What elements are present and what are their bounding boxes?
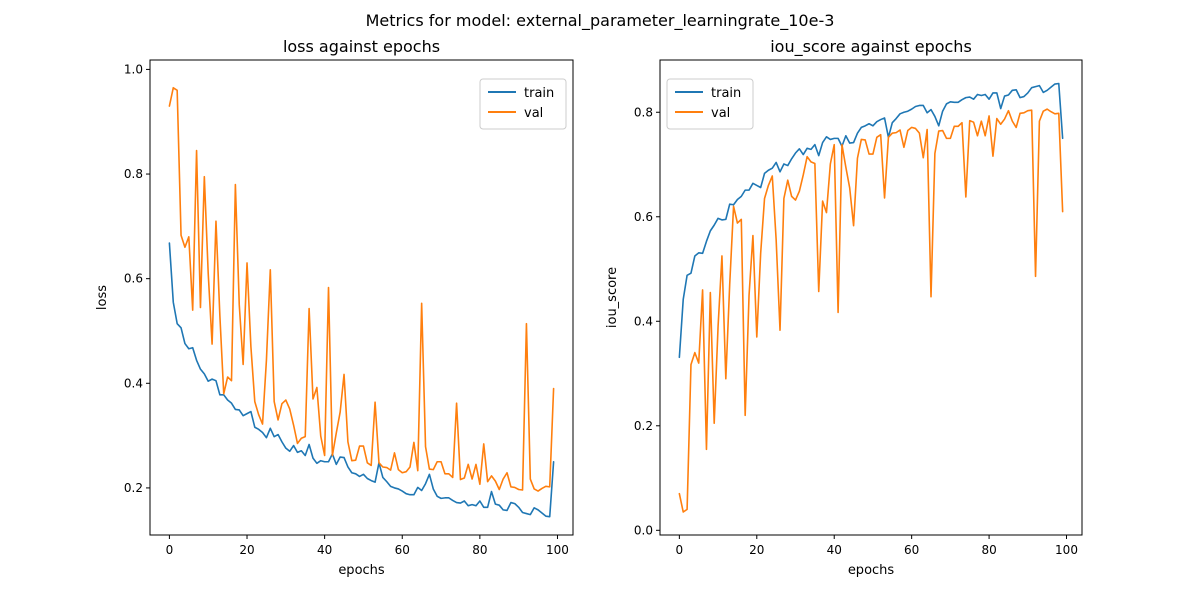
iou-score-x-tick-label: 40 xyxy=(827,543,842,557)
loss-y-tick-label: 0.8 xyxy=(124,167,143,181)
loss-chart-title: loss against epochs xyxy=(283,37,440,56)
iou-score-x-tick-label: 0 xyxy=(676,543,684,557)
iou-score-legend: train val xyxy=(666,78,754,130)
loss-x-tick-label: 100 xyxy=(546,543,569,557)
loss-x-axis-label: epochs xyxy=(338,563,385,578)
loss-val-line xyxy=(168,86,555,492)
loss-x-tick-label: 0 xyxy=(166,543,174,557)
iou-score-x-tick-label: 100 xyxy=(1055,543,1078,557)
iou-score-train-line xyxy=(678,82,1064,359)
loss-y-tick-label: 0.6 xyxy=(124,272,143,286)
iou-score-y-tick-label: 0.8 xyxy=(634,105,653,119)
loss-x-tick-label: 60 xyxy=(395,543,410,557)
figure-suptitle: Metrics for model: external_parameter_le… xyxy=(366,11,835,31)
iou-score-chart: 0 20 40 60 80 100 0.0 0.2 0.4 0.6 0.8 iou_score aga… xyxy=(605,37,1083,578)
iou-score-x-tick-label: 60 xyxy=(904,543,919,557)
loss-plot-frame xyxy=(149,59,574,536)
loss-y-tick-label: 0.4 xyxy=(124,376,143,390)
loss-legend-train-label: train xyxy=(524,86,554,101)
loss-y-tick-label: 1.0 xyxy=(124,62,143,76)
loss-series-group xyxy=(168,86,555,518)
iou-score-series-group xyxy=(678,82,1064,513)
loss-legend-val-label: val xyxy=(524,106,543,121)
iou-score-y-tick-label: 0.0 xyxy=(634,523,653,537)
loss-y-axis-label: loss xyxy=(95,285,110,310)
iou-score-legend-val-label: val xyxy=(711,106,730,121)
iou-score-val-line xyxy=(678,108,1064,513)
iou-score-y-axis-label: iou_score xyxy=(605,267,620,328)
loss-chart: 0 20 40 60 80 100 0.2 0.4 0.6 0.8 1.0 loss against … xyxy=(95,37,574,578)
iou-score-x-tick-label: 20 xyxy=(749,543,764,557)
iou-score-x-axis-label: epochs xyxy=(848,563,895,578)
iou-score-chart-title: iou_score against epochs xyxy=(770,37,972,57)
iou-score-legend-train-label: train xyxy=(711,86,741,101)
iou-score-y-tick-label: 0.2 xyxy=(634,419,653,433)
iou-score-y-tick-label: 0.4 xyxy=(634,314,653,328)
iou-score-y-tick-label: 0.6 xyxy=(634,210,653,224)
loss-legend: train val xyxy=(479,78,567,130)
loss-x-tick-label: 40 xyxy=(317,543,332,557)
loss-train-line xyxy=(168,242,555,518)
loss-x-tick-label: 80 xyxy=(472,543,487,557)
loss-x-tick-label: 20 xyxy=(239,543,254,557)
iou-score-x-tick-label: 80 xyxy=(981,543,996,557)
loss-y-tick-label: 0.2 xyxy=(124,481,143,495)
iou-score-plot-frame xyxy=(659,59,1083,536)
